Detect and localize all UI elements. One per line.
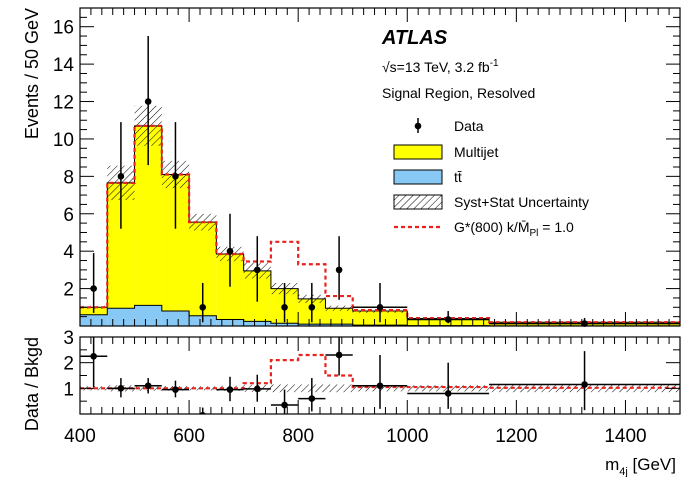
ratio-point bbox=[309, 395, 316, 402]
ttbar-bar bbox=[216, 319, 243, 326]
y-tick-label: 8 bbox=[63, 167, 74, 188]
ttbar-bar bbox=[162, 311, 189, 326]
x-tick-label: 400 bbox=[64, 426, 96, 447]
data-point bbox=[336, 267, 343, 274]
ttbar-bar bbox=[244, 321, 271, 326]
legend-item-uncertainty: Syst+Stat Uncertainty bbox=[394, 194, 589, 210]
ttbar-bar bbox=[107, 308, 134, 326]
region-label: Signal Region, Resolved bbox=[382, 85, 535, 101]
data-point bbox=[309, 304, 316, 311]
y-tick-label: 4 bbox=[63, 242, 74, 263]
ratio-point bbox=[377, 382, 384, 389]
legend: Data Multijet tt̄ Syst+Stat Uncertainty … bbox=[394, 118, 589, 239]
y-tick-label: 16 bbox=[53, 18, 74, 39]
y-tick-label: 12 bbox=[53, 93, 74, 114]
data-point bbox=[145, 98, 152, 105]
y-tick-label: 6 bbox=[63, 205, 74, 226]
ratio-panel: 1 2 3 400 600 800 1000 1200 1400 bbox=[63, 315, 680, 447]
data-point bbox=[172, 173, 179, 180]
data-point bbox=[281, 304, 288, 311]
legend-item-data: Data bbox=[415, 118, 484, 134]
main-panel: 2 4 6 8 10 12 14 16 bbox=[53, 8, 680, 327]
data-point bbox=[377, 304, 384, 311]
y-tick-label: 14 bbox=[53, 55, 75, 76]
x-tick-label: 1200 bbox=[495, 426, 537, 447]
legend-item-signal: G*(800) k/M̄Pl = 1.0 bbox=[394, 219, 574, 239]
main-y-label: Events / 50 GeV bbox=[22, 8, 42, 139]
svg-text:Multijet: Multijet bbox=[454, 144, 498, 160]
data-point bbox=[118, 173, 125, 180]
x-tick-label: 800 bbox=[282, 426, 314, 447]
ratio-point bbox=[172, 386, 179, 393]
energy-label: √s=13 TeV, 3.2 fb-1 bbox=[382, 58, 499, 75]
svg-text:Data: Data bbox=[454, 118, 484, 134]
ratio-y-tick-label: 2 bbox=[63, 354, 74, 375]
ttbar-bar bbox=[135, 305, 162, 326]
ratio-uncertainty-bin bbox=[325, 384, 352, 392]
uncertainty-bin bbox=[325, 306, 352, 311]
legend-item-ttbar: tt̄ bbox=[394, 169, 462, 185]
svg-text:tt̄: tt̄ bbox=[454, 169, 462, 185]
y-tick-label: 2 bbox=[63, 280, 74, 301]
ratio-point bbox=[90, 353, 97, 360]
data-point bbox=[254, 267, 261, 274]
data-point bbox=[227, 248, 234, 255]
ratio-data-points bbox=[80, 315, 680, 418]
ratio-point bbox=[445, 390, 452, 397]
svg-text:G*(800) k/M̄Pl = 1.0: G*(800) k/M̄Pl = 1.0 bbox=[454, 219, 574, 239]
ratio-point bbox=[118, 385, 125, 392]
atlas-label: ATLAS bbox=[381, 27, 448, 49]
y-tick-label: 10 bbox=[53, 130, 74, 151]
ratio-point bbox=[145, 382, 152, 389]
x-tick-label: 1400 bbox=[604, 426, 646, 447]
legend-item-multijet: Multijet bbox=[394, 144, 498, 160]
ratio-y-tick-label: 3 bbox=[63, 328, 74, 349]
svg-text:Syst+Stat Uncertainty: Syst+Stat Uncertainty bbox=[454, 194, 589, 210]
ratio-point bbox=[581, 381, 588, 388]
x-tick-label: 1000 bbox=[386, 426, 428, 447]
x-axis-label: m4j [GeV] bbox=[605, 455, 676, 477]
ratio-point bbox=[227, 386, 234, 393]
ratio-y-label: Data / Bkgd bbox=[22, 337, 42, 431]
x-tick-label: 600 bbox=[173, 426, 205, 447]
data-point bbox=[199, 304, 206, 311]
ratio-y-tick-label: 1 bbox=[63, 379, 74, 400]
ratio-point bbox=[336, 352, 343, 359]
ratio-point bbox=[254, 386, 261, 393]
